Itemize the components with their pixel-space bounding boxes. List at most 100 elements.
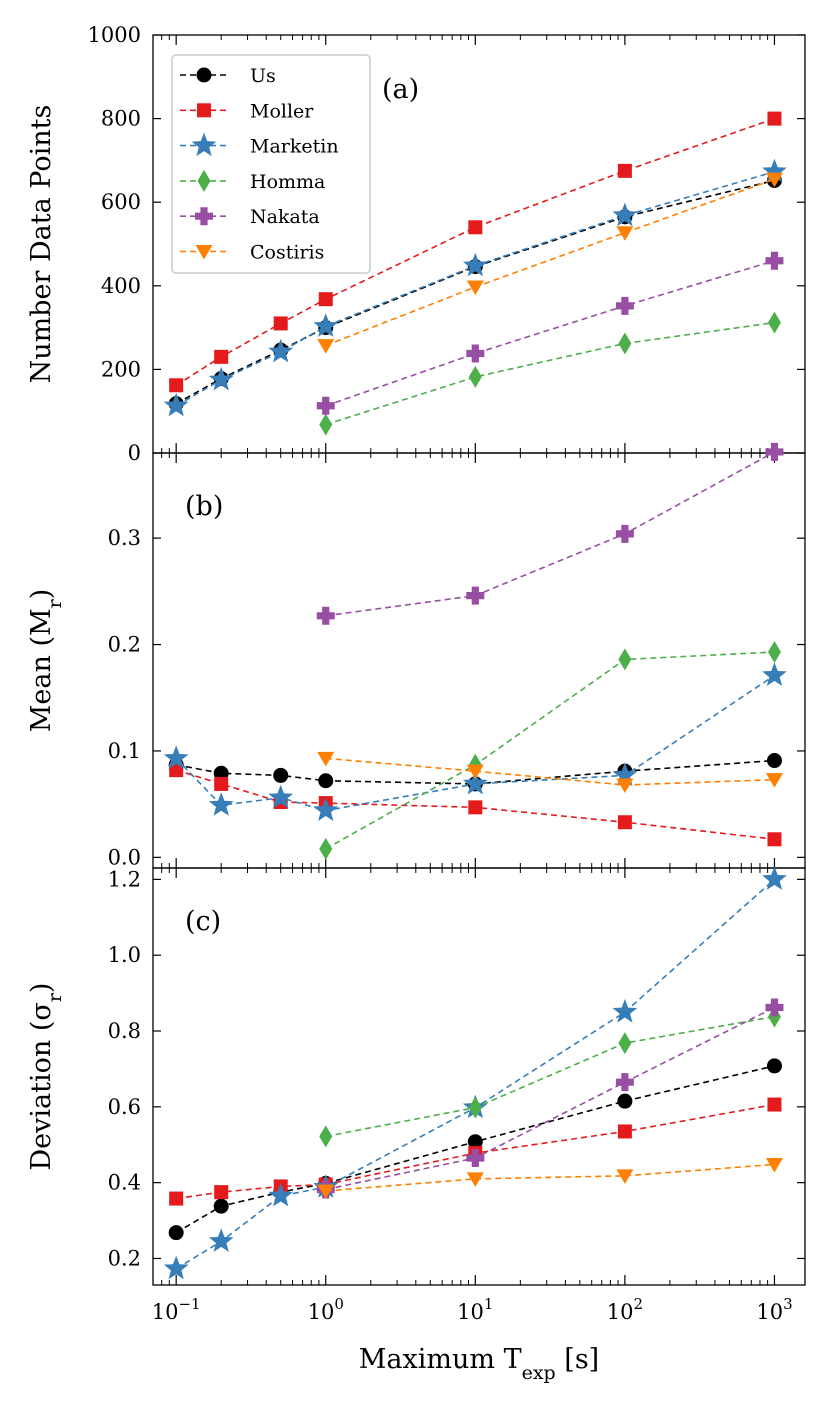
x-tick-label: 100 [308, 1295, 344, 1324]
data-point [612, 202, 638, 227]
series-line [325, 259, 775, 407]
x-tick-exponent: 0 [334, 1295, 344, 1313]
data-point [617, 1124, 632, 1139]
data-point [467, 1134, 483, 1150]
data-point [616, 778, 634, 793]
data-point [612, 999, 638, 1023]
series-nakata [316, 998, 784, 1199]
y-tick-label: 0.2 [108, 633, 141, 657]
data-point [468, 220, 483, 235]
data-point [766, 1058, 782, 1074]
legend-entry-costiris: Costiris [180, 242, 324, 264]
data-point [466, 764, 484, 780]
x-tick-exponent: −1 [178, 1295, 200, 1313]
series-costiris [317, 1157, 783, 1199]
data-point [767, 640, 781, 663]
data-point [273, 767, 289, 783]
data-point [767, 1097, 782, 1112]
data-point [319, 1125, 333, 1148]
x-tick-base: 10 [756, 1300, 783, 1324]
data-point [163, 392, 189, 417]
x-tick-base: 10 [308, 1300, 335, 1324]
x-tick-exponent: 2 [633, 1295, 643, 1313]
data-point [767, 111, 782, 126]
data-point [169, 378, 184, 393]
y-axis-label: Deviation (σr) [26, 983, 66, 1171]
data-point [617, 163, 632, 178]
panel-label: (b) [185, 491, 223, 522]
data-point [766, 753, 782, 769]
data-point [169, 763, 184, 778]
x-tick-label: 103 [756, 1295, 792, 1324]
data-point [213, 1198, 229, 1214]
series-homma [319, 640, 781, 860]
legend-marker [195, 207, 213, 226]
series-nakata [316, 442, 784, 625]
data-point [163, 1255, 189, 1280]
legend-label: Nakata [250, 206, 320, 228]
data-point [273, 316, 288, 331]
panel-label: (a) [382, 74, 419, 105]
data-point [462, 252, 488, 277]
legend-entry-homma: Homma [180, 169, 325, 193]
legend-label: Homma [250, 171, 325, 193]
y-tick-label: 1000 [88, 23, 141, 47]
x-axis-label-sub: exp [522, 1362, 556, 1384]
y-axis-label-suffix: ) [26, 589, 57, 600]
series-marketin [163, 866, 787, 1280]
x-axis-label: Maximum Texp [s] [359, 1344, 599, 1384]
y-axis-label-sub: r [44, 598, 66, 608]
legend-marker [197, 169, 211, 192]
data-point [208, 366, 234, 391]
data-point [762, 866, 787, 890]
legend-label: Costiris [250, 242, 324, 264]
data-point [618, 648, 632, 671]
series-line [325, 178, 775, 347]
data-point [616, 226, 634, 241]
legend-marker [197, 103, 211, 118]
data-point [617, 815, 632, 830]
data-point [767, 832, 782, 847]
x-axis-label-unit: [s] [556, 1344, 600, 1375]
data-point [765, 251, 784, 270]
x-tick-label: 102 [607, 1295, 643, 1324]
data-point [615, 1073, 634, 1092]
series-moller [169, 111, 782, 393]
series-marketin [163, 662, 787, 822]
data-point [313, 313, 339, 337]
data-point [317, 1184, 335, 1199]
data-point [317, 751, 335, 767]
data-point [615, 524, 634, 543]
y-tick-label: 200 [101, 357, 141, 381]
data-point [208, 792, 234, 816]
legend-entry-us: Us [180, 65, 276, 87]
y-tick-label: 0.2 [108, 1246, 141, 1270]
data-point [214, 776, 229, 791]
data-point [316, 606, 335, 625]
y-axis-label-suffix: ) [26, 983, 57, 994]
data-point [163, 745, 189, 769]
series-homma [319, 1005, 781, 1148]
data-point [466, 1149, 485, 1168]
data-point [466, 344, 485, 363]
y-axis-label-main: Deviation (σ [26, 1002, 57, 1170]
x-tick-exponent: 1 [484, 1295, 494, 1313]
data-point [618, 332, 632, 355]
y-tick-label: 1.0 [108, 943, 141, 967]
data-point [615, 296, 634, 315]
data-point [318, 292, 333, 307]
panel-a: 0 200 400 600 800 1000 Number Data Points (a) [26, 23, 806, 465]
data-point [319, 837, 333, 860]
series-homma [319, 311, 781, 436]
y-axis-label: Number Data Points [26, 105, 57, 384]
series-line [325, 1015, 775, 1138]
data-point [767, 311, 781, 334]
data-point [765, 172, 783, 188]
data-point [318, 773, 334, 789]
y-tick-label: 600 [101, 190, 141, 214]
data-point [462, 770, 488, 795]
data-point [468, 1096, 482, 1119]
data-point [762, 158, 787, 183]
panel-label: (c) [185, 906, 221, 937]
